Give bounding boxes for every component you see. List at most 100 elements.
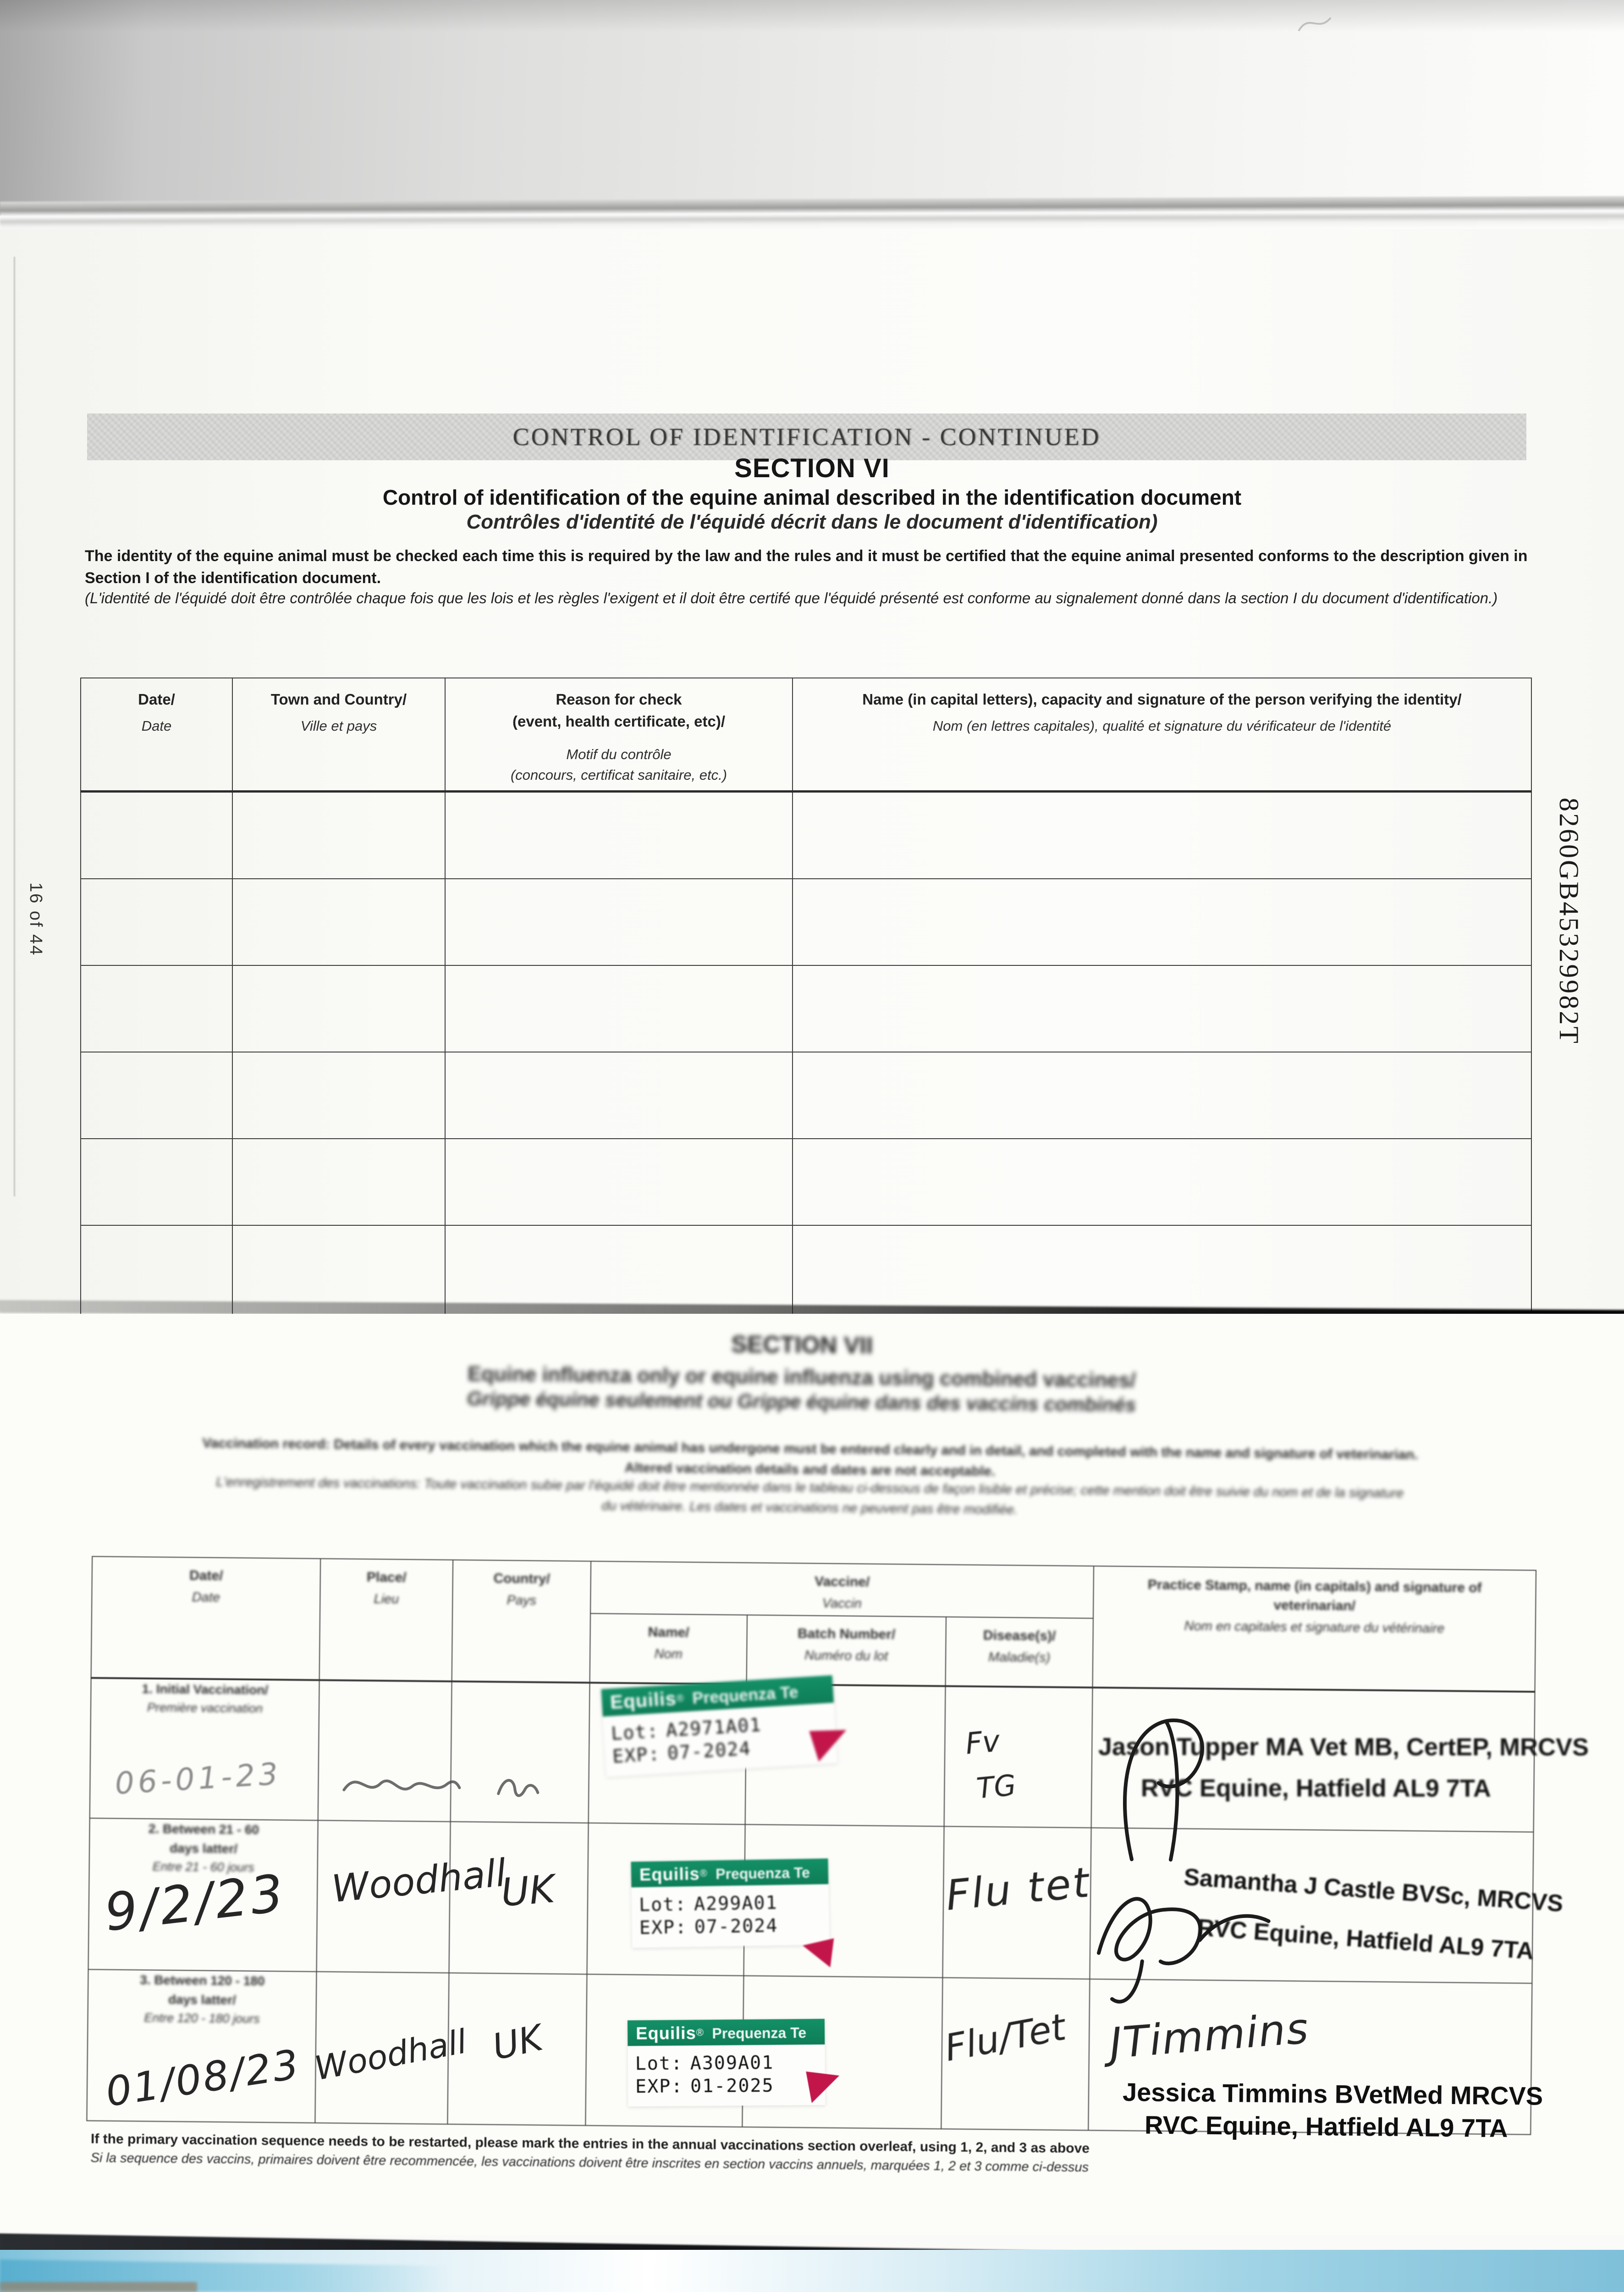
- exp-value: 07-2024: [694, 1915, 778, 1938]
- empty-cell: [80, 1138, 233, 1226]
- vaccine-sticker-row3: Equilis® Prequenza Te Lot: A309A01 EXP: 01…: [627, 2019, 843, 2107]
- vacc-header-name-en: Name/: [648, 1625, 689, 1640]
- exp-label: EXP:: [635, 2076, 683, 2098]
- empty-cell: [445, 1138, 793, 1226]
- vacc-header-stamp-en: Practice Stamp, name (in capitals) and s…: [1147, 1577, 1482, 1614]
- vacc-header-country-fr: Pays: [506, 1593, 537, 1608]
- section6-intro-fr: (L'identité de l'équidé doit être contrô…: [85, 590, 1498, 606]
- stamp-practice-address-row3: RVC Equine, Hatfield AL9 7TA: [1144, 2110, 1508, 2143]
- vaccine-sticker-row1: Equilis® Prequenza Te Lot: A2971A01 EXP: 0…: [601, 1675, 853, 1777]
- control-table-empty-row: [80, 965, 1532, 1052]
- vaccination-table-area: Date/ Date Place/ Lieu Country/ Pays V: [86, 1556, 1589, 2143]
- row3-label-en: 3. Between 120 - 180 days latter/: [140, 1972, 265, 2007]
- empty-cell: [445, 1052, 793, 1139]
- vacc-header-date-en: Date/: [189, 1568, 223, 1584]
- empty-cell: [232, 791, 446, 879]
- exp-value: 07-2024: [666, 1738, 752, 1764]
- control-table-empty-row: [80, 791, 1532, 879]
- lot-label: Lot:: [639, 1894, 687, 1916]
- handwritten-disease1-row1: Fv: [964, 1724, 1002, 1762]
- section6-subtitle-fr: Contrôles d'identité de l'équidé décrit …: [466, 511, 1158, 533]
- vacc-header-date: Date/ Date: [91, 1556, 321, 1680]
- lot-label: Lot:: [635, 2053, 683, 2075]
- scanner-background-band: [0, 0, 1624, 215]
- vacc-header-disease-en: Disease(s)/: [983, 1628, 1056, 1644]
- vacc-header-date-fr: Date: [192, 1590, 220, 1605]
- vaccine-brand: Equilis: [639, 1864, 700, 1885]
- red-arrow-icon: [806, 2066, 843, 2103]
- vacc-header-batch-en: Batch Number/: [797, 1626, 896, 1642]
- empty-cell: [792, 1225, 1532, 1321]
- vaccine-sticker-row2: Equilis® Prequenza Te Lot: A299A01 EXP: 07…: [631, 1858, 840, 1972]
- passport-page-section7: SECTION VII Equine influenza only or equ…: [0, 1314, 1624, 2235]
- vacc-header-country-en: Country/: [493, 1570, 551, 1587]
- vacc-header-disease: Disease(s)/ Maladie(s): [945, 1617, 1094, 1688]
- header-reason-en: Reason for check (event, health certific…: [512, 691, 725, 730]
- vacc-header-place-en: Place/: [366, 1570, 407, 1585]
- vacc-header-stamp: Practice Stamp, name (in capitals) and s…: [1092, 1566, 1536, 1692]
- control-table-header-row: Date/ Date Town and Country/ Ville et pa…: [80, 678, 1532, 793]
- section6-heading: SECTION VI: [734, 453, 890, 483]
- vacc-header-place: Place/ Lieu: [319, 1559, 453, 1681]
- empty-cell: [232, 1138, 446, 1226]
- vaccination-header-row1: Date/ Date Place/ Lieu Country/ Pays V: [91, 1556, 1536, 1692]
- exp-label: EXP:: [611, 1743, 661, 1768]
- empty-cell: [232, 878, 446, 966]
- empty-cell: [232, 1052, 446, 1139]
- vacc-header-name: Name/ Nom: [589, 1613, 748, 1685]
- stamp-vet-name-row3: Jessica Timmins BVetMed MRCVS: [1122, 2077, 1543, 2110]
- vacc-header-place-fr: Lieu: [374, 1592, 399, 1607]
- header-date-en: Date/: [138, 691, 175, 708]
- scan-corner-artifact: [0, 2282, 197, 2292]
- vacc-header-vaccine-en: Vaccine/: [815, 1574, 870, 1590]
- vacc-header-vaccine-fr: Vaccin: [822, 1596, 862, 1611]
- empty-cell: [445, 878, 793, 966]
- banner-title: CONTROL OF IDENTIFICATION - CONTINUED: [512, 423, 1101, 451]
- header-reason-fr: Motif du contrôle (concours, certificat …: [510, 746, 727, 783]
- empty-cell: [80, 878, 233, 966]
- vaccine-product: Prequenza Te: [715, 1864, 810, 1883]
- vet-signature-row1: [1123, 1718, 1204, 1862]
- page-stack-edge: [0, 196, 1624, 234]
- empty-cell: [792, 1138, 1532, 1226]
- vaccine-sticker-body: Lot: A299A01 EXP: 07-2024: [631, 1884, 829, 1948]
- header-name-en: Name (in capital letters), capacity and …: [862, 691, 1462, 708]
- row2-label-en: 2. Between 21 - 60 days latter/: [148, 1821, 259, 1856]
- row3-label-fr: Entre 120 - 180 jours: [144, 2011, 260, 2026]
- empty-cell: [80, 791, 233, 879]
- page-binding-edge: [14, 257, 15, 1196]
- handwritten-country-row2: UK: [499, 1866, 556, 1915]
- registered-mark-icon: ®: [676, 1692, 684, 1704]
- vacc-header-batch: Batch Number/ Numéro du lot: [746, 1615, 947, 1686]
- header-date-fr: Date: [141, 717, 172, 734]
- header-name-fr: Nom (en lettres capitales), qualité et s…: [932, 717, 1392, 734]
- vaccine-sticker-banner: Equilis® Prequenza Te: [627, 2019, 825, 2046]
- control-header-date: Date/ Date: [80, 678, 233, 793]
- header-town-en: Town and Country/: [270, 691, 407, 708]
- registered-mark-icon: ®: [696, 2027, 704, 2039]
- passport-code-vertical-upper: 8260GB45329982T: [1554, 798, 1584, 1045]
- practice-stamp-row3: Jessica Timmins BVetMed MRCVS RVC Equine…: [1122, 2077, 1543, 2143]
- vacc-header-name-fr: Nom: [654, 1647, 683, 1662]
- control-table-empty-row: [80, 1138, 1532, 1226]
- handwritten-disease2-row1: TG: [975, 1768, 1018, 1806]
- section6-subtitle-en: Control of identification of the equine …: [382, 485, 1242, 509]
- row1-label-en: 1. Initial Vaccination/: [142, 1681, 269, 1697]
- identification-control-table: Date/ Date Town and Country/ Ville et pa…: [80, 678, 1532, 1321]
- vaccine-sticker-banner: Equilis® Prequenza Te: [631, 1858, 829, 1888]
- exp-value: 01-2025: [690, 2075, 774, 2097]
- row1-label-fr: Première vaccination: [147, 1700, 263, 1715]
- empty-cell: [80, 1052, 233, 1139]
- control-table-empty-row: [80, 1052, 1532, 1139]
- vacc-header-disease-fr: Maladie(s): [988, 1650, 1051, 1665]
- control-table-empty-row: [80, 878, 1532, 966]
- pencil-mark-scribble: [1298, 17, 1331, 31]
- empty-cell: [792, 878, 1532, 966]
- empty-cell: [232, 965, 446, 1052]
- lot-label: Lot:: [610, 1720, 660, 1745]
- vaccine-sticker-body: Lot: A309A01 EXP: 01-2025: [628, 2044, 825, 2106]
- empty-cell: [445, 965, 793, 1052]
- lot-value: A309A01: [690, 2052, 774, 2074]
- vet-signature-row2: [1097, 1897, 1271, 2004]
